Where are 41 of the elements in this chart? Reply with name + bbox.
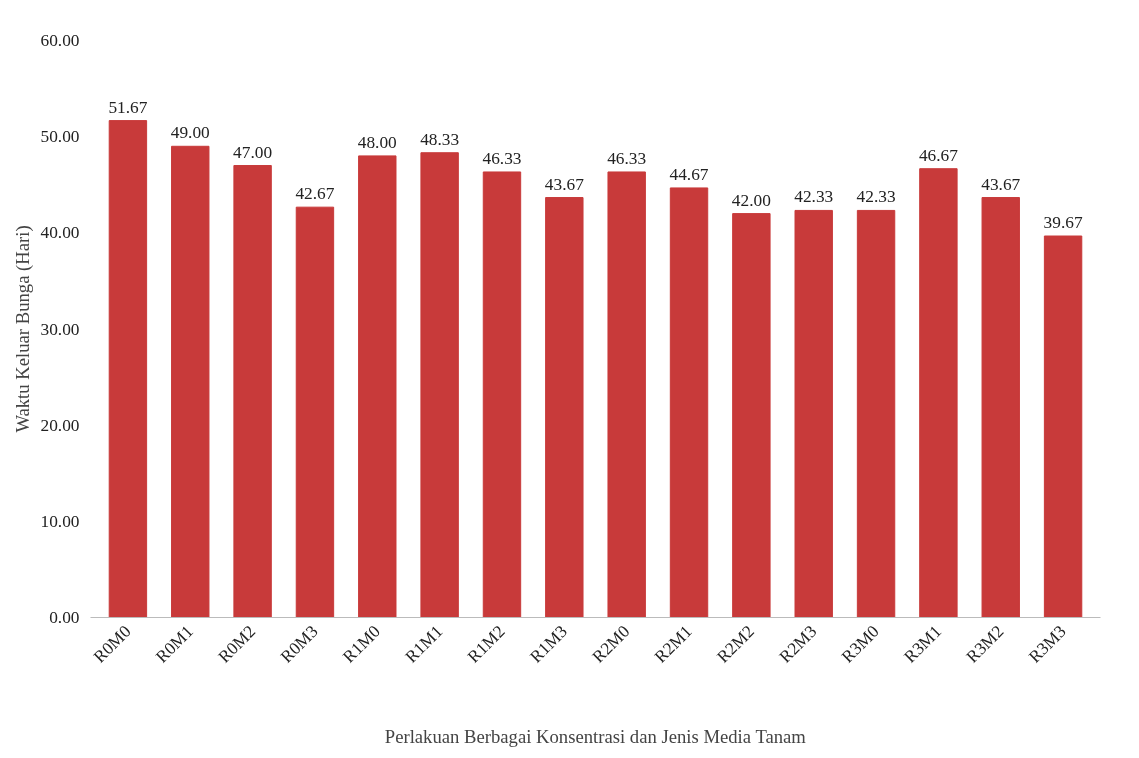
bar — [1043, 235, 1083, 618]
bar — [420, 152, 459, 618]
data-label: 46.33 — [482, 148, 522, 168]
bar — [233, 165, 272, 618]
y-axis-title: Waktu Keluar Bunga (Hari) — [11, 225, 34, 433]
y-tick-label: 40.00 — [40, 223, 80, 243]
bar — [732, 213, 771, 618]
bar — [545, 197, 584, 618]
y-tick-label: 10.00 — [40, 511, 80, 531]
data-label: 46.33 — [607, 148, 647, 168]
bar — [108, 120, 148, 618]
data-label: 48.00 — [357, 132, 397, 152]
data-label: 42.00 — [731, 190, 771, 210]
y-tick-label: 60.00 — [40, 31, 80, 50]
bar — [856, 209, 896, 618]
data-label: 49.00 — [170, 123, 210, 143]
y-tick-label: 50.00 — [40, 127, 80, 147]
data-label: 42.67 — [295, 184, 335, 204]
bar — [607, 171, 646, 618]
x-axis-title: Perlakuan Berbagai Konsentrasi dan Jenis Media Tanam — [384, 726, 807, 748]
y-tick-label: 0.00 — [49, 608, 80, 627]
data-label: 43.67 — [981, 174, 1021, 194]
bar — [981, 197, 1020, 618]
bar — [171, 145, 210, 618]
bar — [794, 209, 833, 618]
y-tick-label: 20.00 — [40, 415, 80, 435]
data-label: 39.67 — [1043, 213, 1083, 233]
bar — [669, 187, 709, 618]
bar — [919, 168, 958, 618]
bar — [482, 171, 522, 618]
bar — [358, 155, 397, 618]
bar — [295, 206, 335, 618]
data-label: 46.67 — [918, 145, 959, 165]
data-label: 48.33 — [420, 129, 460, 149]
data-label: 44.67 — [669, 164, 709, 184]
data-label: 47.00 — [233, 142, 273, 162]
data-label: 51.67 — [108, 97, 148, 117]
data-label: 43.67 — [544, 174, 585, 194]
y-tick-label: 30.00 — [40, 319, 80, 339]
data-label: 42.33 — [856, 187, 896, 207]
data-label: 42.33 — [794, 187, 834, 207]
